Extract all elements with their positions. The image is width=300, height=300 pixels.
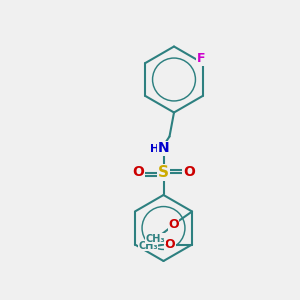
Text: F: F (197, 52, 205, 65)
Text: S: S (158, 165, 169, 180)
Text: O: O (132, 166, 144, 179)
Text: O: O (164, 238, 175, 251)
Text: O: O (183, 166, 195, 179)
Text: N: N (158, 142, 169, 155)
Text: CH₃: CH₃ (138, 241, 158, 251)
Text: H: H (150, 143, 159, 154)
Text: O: O (168, 218, 179, 232)
Text: CH₃: CH₃ (146, 233, 165, 244)
